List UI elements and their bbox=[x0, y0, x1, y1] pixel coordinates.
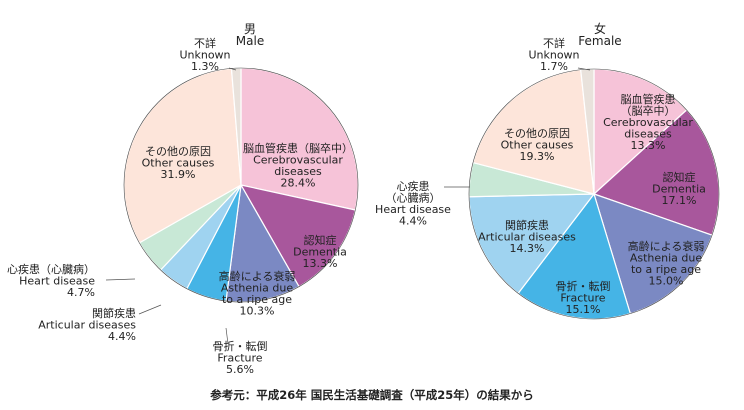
slice-label: 高齢による衰弱 Asthenia due to a ripe age 10.3% bbox=[219, 269, 296, 318]
leader-line bbox=[225, 327, 229, 345]
slice-label: 骨折・転倒 Fracture 5.6% bbox=[213, 339, 268, 376]
slice-label: 脳血管疾患（脳卒中） Cerebrovascular diseases 28.4% bbox=[243, 141, 353, 190]
slice-label: その他の原因 Other causes 19.3% bbox=[501, 127, 574, 163]
slice-value: 4.4% bbox=[108, 330, 136, 343]
slice-label: 心疾患（心臓病） Heart disease 4.7% bbox=[7, 262, 95, 299]
slice-label-line: Dementia bbox=[293, 246, 347, 259]
slice-value: 31.9% bbox=[161, 168, 196, 181]
slice-label-line: 骨折・転倒 bbox=[213, 339, 268, 353]
slice-value: 5.6% bbox=[226, 363, 254, 376]
slice-label-line: Asthenia due bbox=[630, 252, 703, 265]
slice-value: 15.0% bbox=[649, 275, 684, 288]
slice-label-line: 不詳 bbox=[543, 36, 565, 50]
slice-label-line: Other causes bbox=[142, 157, 215, 170]
slice-label: その他の原因 Other causes 31.9% bbox=[142, 145, 215, 181]
slice-label: 骨折・転倒 Fracture 15.1% bbox=[556, 279, 611, 316]
chart-title-ja: 男 bbox=[244, 22, 256, 36]
slice-label-line: Other causes bbox=[501, 139, 574, 152]
slice-label: 関節疾患 Articular diseases 4.4% bbox=[38, 306, 136, 343]
slice-label-line: その他の原因 bbox=[504, 127, 570, 140]
slice-value: 13.3% bbox=[303, 257, 338, 270]
slice-value: 13.3% bbox=[631, 139, 666, 152]
slice-value: 14.3% bbox=[510, 242, 545, 255]
slice-label-line: 高齢による衰弱 bbox=[219, 269, 296, 283]
slice-label-line: Heart disease bbox=[19, 275, 95, 288]
slice-label-line: 不詳 bbox=[194, 36, 216, 50]
slice-label: 脳血管疾患（脳卒中） Cerebrovascular diseases 13.3% bbox=[603, 92, 693, 152]
slice-label-line: diseases bbox=[274, 165, 322, 178]
slice-label-line: その他の原因 bbox=[145, 145, 211, 158]
slice-label-line: 関節疾患 bbox=[92, 306, 136, 320]
slice-label-line: 脳血管疾患（脳卒中） bbox=[243, 141, 353, 155]
slice-label: 認知症 Dementia 13.3% bbox=[293, 233, 347, 270]
slice-label-line: Articular diseases bbox=[478, 231, 576, 244]
slice-label: 心疾患（心臓病） Heart disease 4.4% bbox=[375, 179, 451, 228]
pie-outline bbox=[468, 68, 720, 320]
leader-line bbox=[577, 67, 591, 71]
slice-value: 10.3% bbox=[240, 305, 275, 318]
slice-label-line: Heart disease bbox=[375, 203, 451, 216]
slice-value: 15.1% bbox=[566, 303, 601, 316]
slice-value: 28.4% bbox=[281, 177, 316, 190]
slice-label-line: 高齢による衰弱 bbox=[628, 239, 705, 253]
slice-label-line: 脳血管疾患 bbox=[621, 92, 676, 106]
slice-label: 不詳 Unknown 1.7% bbox=[528, 36, 579, 73]
slice-label-line: Fracture bbox=[217, 352, 262, 365]
slice-label-line: 関節疾患 bbox=[505, 218, 549, 232]
leader-line bbox=[105, 278, 136, 281]
slice-label: 高齢による衰弱 Asthenia due to a ripe age 15.0% bbox=[628, 239, 705, 288]
slice-label-line: Cerebrovascular bbox=[603, 116, 693, 129]
pie-outline bbox=[123, 67, 359, 303]
slice-label-line: 骨折・転倒 bbox=[556, 279, 611, 293]
slice-label-line: to a ripe age bbox=[631, 263, 701, 276]
leader-line bbox=[228, 67, 237, 71]
slice-value: 4.4% bbox=[399, 215, 427, 228]
slice-value: 17.1% bbox=[662, 194, 697, 207]
slice-label-line: diseases bbox=[624, 128, 672, 141]
chart-title-en: Male bbox=[236, 34, 264, 48]
slice-label-line: 認知症 bbox=[304, 233, 337, 247]
slice-label: 不詳 Unknown 1.3% bbox=[179, 36, 230, 73]
slice-label-line: 心疾患 bbox=[397, 179, 430, 193]
slice-label-line: Articular diseases bbox=[38, 319, 136, 332]
slice-value: 1.7% bbox=[540, 60, 568, 73]
source-note: 参考元：平成26年 国民生活基礎調査（平成25年）の結果から bbox=[210, 388, 534, 402]
leader-line bbox=[138, 304, 162, 315]
slice-label: 認知症 Dementia 17.1% bbox=[652, 170, 706, 207]
slice-value: 1.3% bbox=[191, 60, 219, 73]
slice-label-line: Unknown bbox=[179, 49, 230, 62]
slice-label-line: to a ripe age bbox=[222, 293, 292, 306]
slice-label: 関節疾患 Articular diseases 14.3% bbox=[478, 218, 576, 255]
chart-title-en: Female bbox=[578, 34, 621, 48]
slice-value: 4.7% bbox=[67, 286, 95, 299]
slice-label-line: Cerebrovascular bbox=[253, 154, 343, 167]
slice-label-line: Fracture bbox=[560, 292, 605, 305]
slice-label-line: （脳卒中） bbox=[621, 104, 676, 118]
slice-label-line: Unknown bbox=[528, 49, 579, 62]
slice-label-line: 心疾患（心臓病） bbox=[7, 262, 95, 276]
chart-title-ja: 女 bbox=[594, 21, 606, 36]
slice-label-line: （心臓病） bbox=[386, 191, 441, 205]
slice-label-line: 認知症 bbox=[663, 170, 696, 184]
slice-label-line: Asthenia due bbox=[221, 282, 294, 295]
slice-label-line: Dementia bbox=[652, 183, 706, 196]
slice-value: 19.3% bbox=[520, 150, 555, 163]
